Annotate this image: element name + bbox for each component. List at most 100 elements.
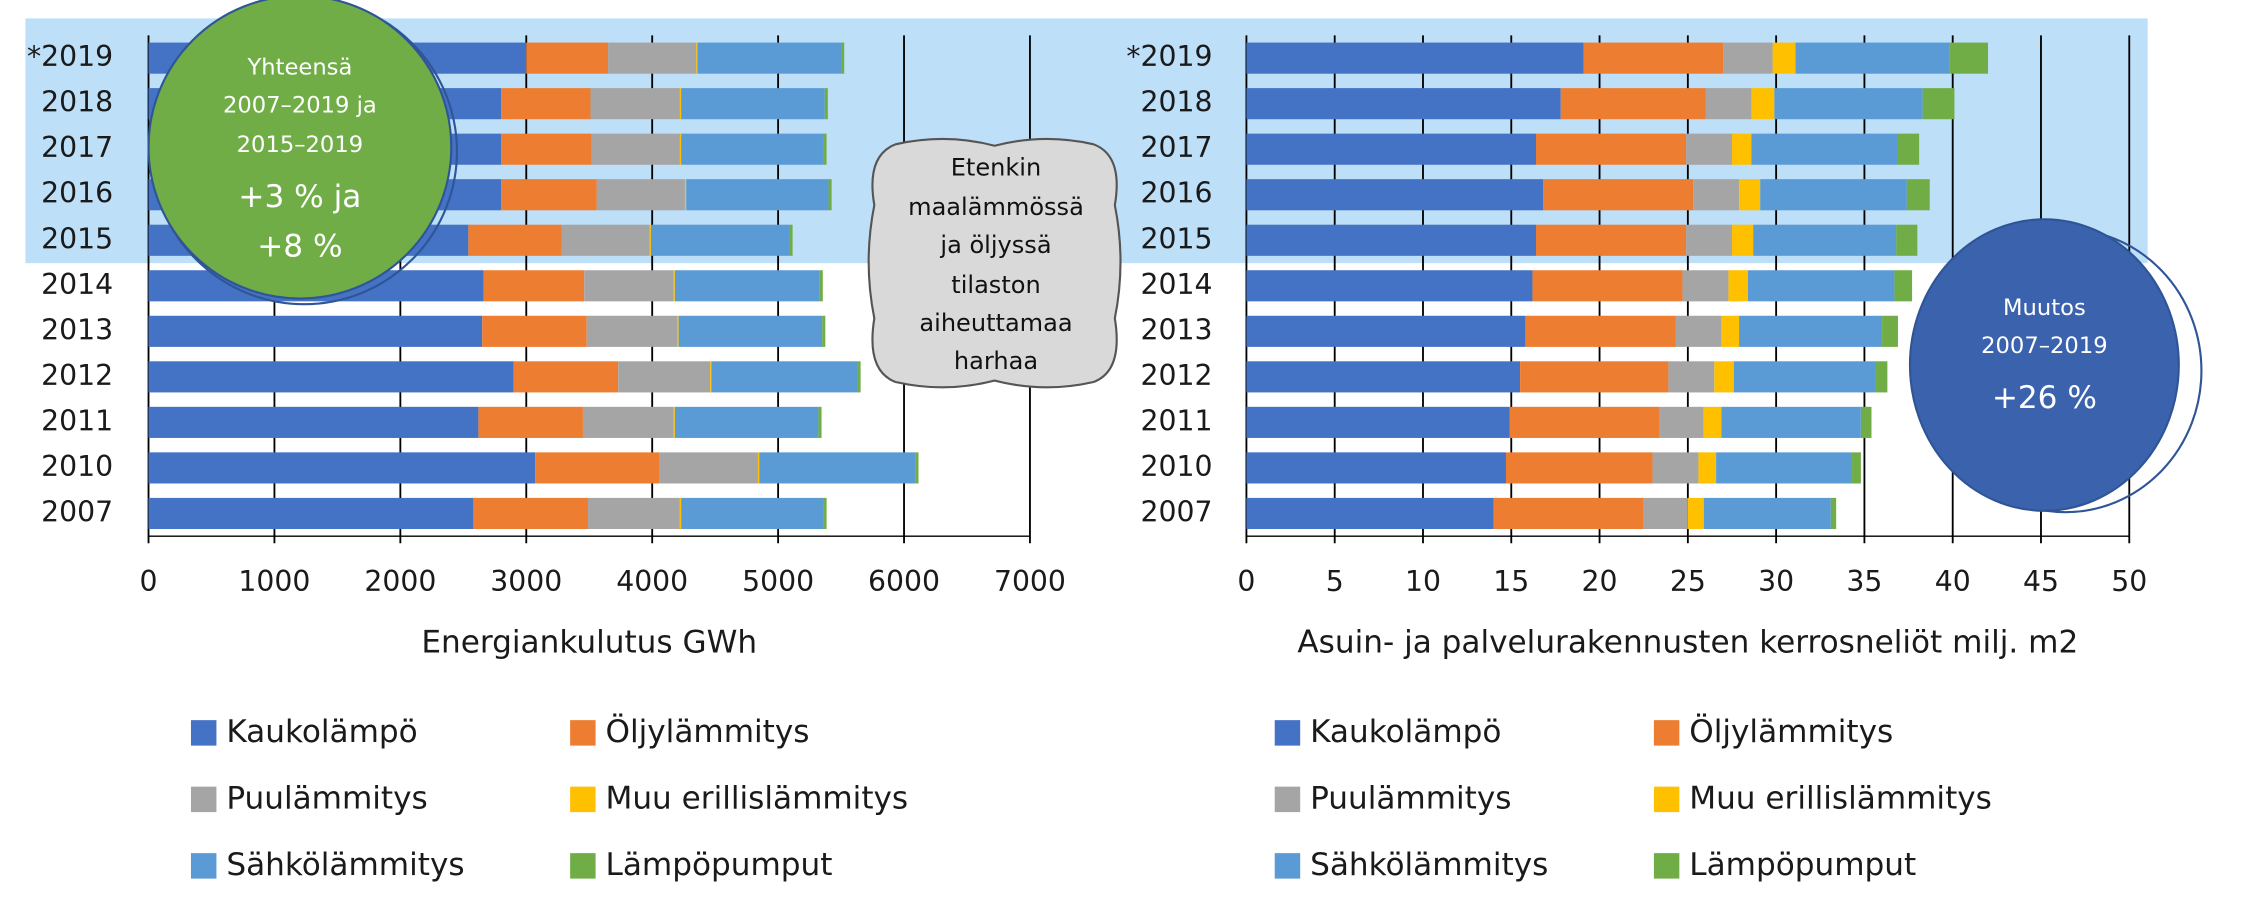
bar-segment xyxy=(1682,270,1729,302)
bar-segment xyxy=(684,179,687,211)
x-tick-label: 1000 xyxy=(238,565,310,598)
bar-segment xyxy=(1246,270,1533,302)
bar-segment xyxy=(659,452,758,484)
legend-swatch xyxy=(570,720,596,746)
bar-segment xyxy=(1733,361,1876,393)
x-tick-label: 2000 xyxy=(364,565,436,598)
bar-segment xyxy=(501,179,597,211)
legend-swatch xyxy=(190,786,217,813)
bar-segment xyxy=(1246,42,1584,74)
bar-segment xyxy=(1894,270,1913,302)
legend-swatch xyxy=(1274,720,1301,746)
bar-segment xyxy=(650,224,790,256)
bar-segment xyxy=(1246,497,1494,530)
bar-segment xyxy=(678,315,823,347)
x-tick-label: 45 xyxy=(2023,565,2059,598)
annotation-text: +8 % xyxy=(257,229,342,265)
bar-segment xyxy=(1246,179,1544,211)
bar-segment xyxy=(1703,497,1831,530)
annotation-circle xyxy=(1908,218,2180,512)
legend-label: Muu erillislämmitys xyxy=(606,780,909,816)
bar-segment xyxy=(561,224,650,256)
bar-segment xyxy=(1246,406,1510,438)
bar-segment xyxy=(1723,42,1773,74)
bar-segment xyxy=(1505,452,1653,484)
y-tick-label: 2018 xyxy=(1140,86,1212,119)
legend-swatch xyxy=(570,853,596,879)
bar-segment xyxy=(823,497,827,530)
bar-segment xyxy=(1731,224,1754,256)
bar-segment xyxy=(1525,315,1676,347)
bar-segment xyxy=(1668,361,1715,393)
bar-segment xyxy=(1716,452,1853,484)
annotation-text: Etenkin xyxy=(951,153,1042,181)
annotation-text: Yhteensä xyxy=(246,54,352,80)
bar-segment xyxy=(1830,497,1837,530)
bar-segment xyxy=(1739,179,1761,211)
bar-segment xyxy=(681,133,824,165)
bar-segment xyxy=(674,270,820,302)
bar-segment xyxy=(513,361,619,393)
bar-segment xyxy=(649,224,651,256)
x-axis-title: Asuin- ja palvelurakennusten kerrosneliö… xyxy=(1297,625,2078,661)
y-tick-label: 2012 xyxy=(1140,359,1212,392)
bar-segment xyxy=(1246,452,1506,484)
legend-swatch xyxy=(1653,853,1680,879)
bar-segment xyxy=(148,452,536,484)
legend-swatch xyxy=(1653,720,1680,746)
bar-segment xyxy=(1643,497,1688,530)
bar-segment xyxy=(824,88,828,120)
bar-segment xyxy=(148,361,514,393)
bar-segment xyxy=(823,133,827,165)
annotation-text: aiheuttamaa xyxy=(919,309,1072,337)
bar-segment xyxy=(1246,315,1526,347)
annotation-text: harhaa xyxy=(954,347,1038,375)
x-tick-label: 35 xyxy=(1846,565,1882,598)
bar-segment xyxy=(1852,452,1861,484)
legend-label: Kaukolämpö xyxy=(1310,714,1501,750)
bar-segment xyxy=(1922,88,1955,120)
y-tick-label: 2011 xyxy=(1140,404,1212,437)
bar-segment xyxy=(482,315,587,347)
bar-segment xyxy=(1246,88,1561,120)
y-tick-label: 2010 xyxy=(1140,450,1212,483)
legend-label: Öljylämmitys xyxy=(606,712,810,750)
bar-segment xyxy=(1686,224,1732,256)
bar-segment xyxy=(1875,361,1888,393)
bar-segment xyxy=(789,224,793,256)
bar-segment xyxy=(677,315,679,347)
bar-segment xyxy=(468,224,562,256)
bar-segment xyxy=(590,88,680,120)
bar-segment xyxy=(1246,361,1521,393)
bar-segment xyxy=(674,406,819,438)
bar-segment xyxy=(1751,88,1775,120)
annotation-text: maalämmössä xyxy=(908,193,1084,221)
y-tick-label: 2017 xyxy=(41,131,113,164)
bar-segment xyxy=(1949,42,1989,74)
annotation-text: ja öljyssä xyxy=(939,231,1051,259)
bar-segment xyxy=(1652,452,1699,484)
x-tick-label: 5000 xyxy=(742,565,814,598)
bar-segment xyxy=(473,497,588,530)
bar-segment xyxy=(483,270,585,302)
bar-segment xyxy=(501,88,591,120)
bar-segment xyxy=(679,497,682,530)
bar-segment xyxy=(596,179,685,211)
y-tick-label: 2007 xyxy=(1140,495,1212,528)
bar-segment xyxy=(1509,406,1660,438)
annotation-text: tilaston xyxy=(951,271,1040,299)
x-tick-label: 0 xyxy=(140,565,158,598)
bar-segment xyxy=(696,42,698,74)
y-tick-label: 2017 xyxy=(1140,131,1212,164)
y-tick-label: 2014 xyxy=(1140,268,1212,301)
y-tick-label: *2019 xyxy=(1126,40,1212,73)
x-tick-label: 30 xyxy=(1758,565,1794,598)
legend-swatch xyxy=(1274,786,1301,813)
bar-segment xyxy=(673,270,675,302)
x-tick-label: 7000 xyxy=(994,565,1066,598)
y-tick-label: 2015 xyxy=(1140,222,1212,255)
x-tick-label: 50 xyxy=(2111,565,2147,598)
bar-segment xyxy=(1560,88,1706,120)
bar-segment xyxy=(1703,406,1722,438)
annotation-text: +26 % xyxy=(1992,380,2097,416)
